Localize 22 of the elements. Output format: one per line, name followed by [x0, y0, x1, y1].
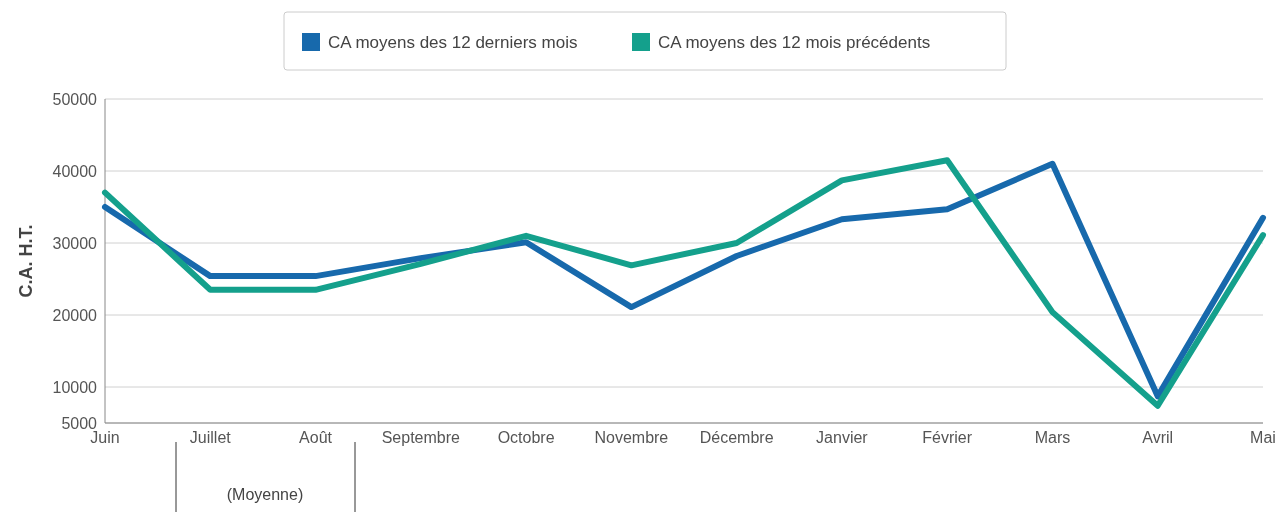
y-tick-label: 20000 — [52, 306, 98, 324]
x-tick-label: Février — [922, 429, 973, 446]
x-tick-label: Avril — [1142, 429, 1174, 446]
legend-label: CA moyens des 12 derniers mois — [328, 32, 578, 52]
x-tick-label: Novembre — [594, 429, 669, 446]
x-tick-label: Septembre — [381, 429, 461, 446]
legend-label: CA moyens des 12 mois précédents — [658, 32, 931, 52]
x-tick-label: Octobre — [497, 429, 555, 446]
x-tick-label: Mars — [1034, 429, 1071, 446]
y-tick-label: 5000 — [61, 414, 98, 432]
x-tick-label: Juin — [90, 429, 120, 446]
x-tick-label: Janvier — [816, 429, 869, 446]
y-axis-title: C.A. H.T. — [16, 224, 36, 298]
x-tick-label: Décembre — [699, 429, 774, 446]
x-tick-label: Mai — [1250, 429, 1276, 446]
y-tick-label: 10000 — [52, 378, 98, 396]
y-tick-label: 30000 — [52, 234, 98, 252]
y-tick-label: 40000 — [52, 162, 98, 180]
y-tick-label: 50000 — [52, 90, 98, 108]
x-tick-label: Août — [299, 429, 333, 446]
x-tick-label: Juillet — [189, 429, 232, 446]
text: (Moyenne) — [226, 486, 304, 503]
